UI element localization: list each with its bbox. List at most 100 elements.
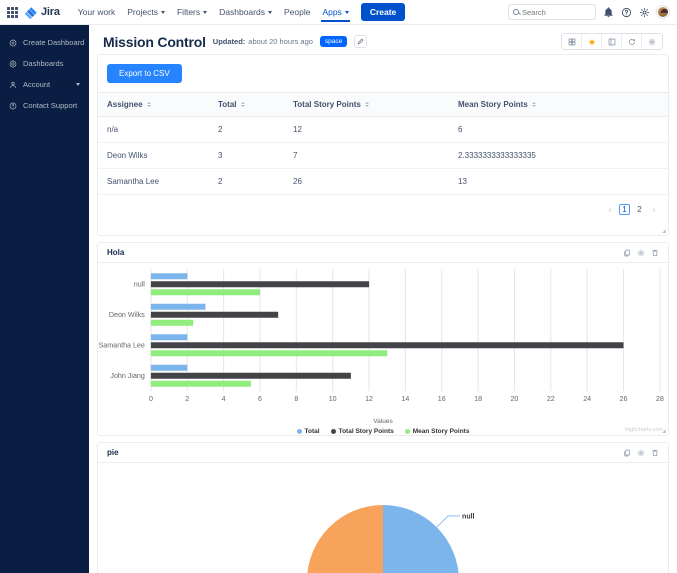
bar — [150, 281, 370, 288]
notifications-bell-icon[interactable] — [603, 6, 614, 18]
bar-chart-legend: Total Total Story Points Mean Story Poin… — [98, 425, 668, 435]
duplicate-icon[interactable] — [623, 449, 631, 457]
pie-slice — [383, 505, 459, 573]
export-to-csv-button[interactable]: Export to CSV — [107, 64, 182, 83]
resize-handle[interactable] — [661, 428, 666, 433]
cell-total-story-points: 26 — [293, 168, 458, 195]
dashboard-action-buttons — [561, 33, 663, 50]
pie-chart-svg: nullJohn Jiang — [307, 505, 475, 573]
panel-button[interactable] — [602, 34, 622, 49]
updated-label: Updated: — [212, 37, 246, 46]
updated-value: about 20 hours ago — [248, 37, 313, 46]
gear-icon[interactable] — [637, 249, 645, 257]
nav-label: Projects — [127, 7, 158, 17]
sidebar-item-dashboards[interactable]: Dashboards — [0, 53, 89, 74]
pie-label-connector — [436, 515, 461, 528]
x-axis-tick: 12 — [365, 396, 373, 403]
cell-total-story-points: 7 — [293, 142, 458, 169]
settings-gear-icon[interactable] — [639, 7, 650, 18]
column-header-mean-story-points[interactable]: Mean Story Points — [458, 92, 668, 117]
x-axis-tick: 14 — [401, 396, 409, 403]
x-axis-tick: 8 — [294, 396, 298, 403]
sidebar-item-create-dashboard[interactable]: Create Dashboard — [0, 32, 89, 53]
refresh-button[interactable] — [622, 34, 642, 49]
cell-total: 3 — [218, 142, 293, 169]
column-header-assignee[interactable]: Assignee — [98, 92, 218, 117]
table-row: Deon Wilks 3 7 2.3333333333333335 — [98, 142, 668, 169]
pie-slice — [307, 505, 383, 573]
nav-item-your-work[interactable]: Your work — [72, 3, 121, 21]
pie-chart-widget: pie nullJohn Jiang — [97, 442, 669, 573]
pagination-page-1[interactable]: 1 — [619, 204, 630, 215]
chevron-down-icon — [344, 10, 349, 14]
cell-total: 2 — [218, 168, 293, 195]
pie-widget-title: pie — [107, 448, 119, 457]
gear-icon[interactable] — [637, 449, 645, 457]
pie-widget-actions — [623, 449, 659, 457]
panel-icon — [608, 38, 615, 45]
pagination-next[interactable]: › — [652, 205, 656, 214]
trash-icon[interactable] — [651, 449, 659, 457]
search-box[interactable] — [508, 4, 596, 20]
nav-item-filters[interactable]: Filters — [171, 3, 213, 21]
create-button[interactable]: Create — [360, 3, 406, 21]
x-axis-tick: 16 — [438, 396, 446, 403]
cell-assignee: Deon Wilks — [98, 142, 218, 169]
table-row: Samantha Lee 2 26 13 — [98, 168, 668, 195]
chevron-down-icon[interactable] — [76, 83, 80, 86]
user-avatar[interactable] — [657, 6, 669, 18]
search-input[interactable] — [522, 7, 591, 17]
sidebar-item-account[interactable]: Account — [0, 74, 89, 95]
legend-item-mean-story-points[interactable]: Mean Story Points — [404, 428, 469, 435]
table-head: Assignee Total Total Story Points M — [98, 92, 668, 117]
bar — [150, 303, 206, 310]
search-icon — [513, 9, 519, 15]
pagination-page-2[interactable]: 2 — [637, 205, 642, 214]
layout-button[interactable] — [562, 34, 582, 49]
bar — [150, 319, 194, 326]
page-title: Mission Control — [103, 33, 206, 50]
x-axis-tick: 28 — [656, 396, 664, 403]
trash-icon[interactable] — [651, 249, 659, 257]
nav-label: Your work — [77, 7, 116, 17]
bar — [150, 364, 188, 371]
sidebar-item-label: Account — [23, 80, 51, 89]
cell-mean-story-points: 6 — [458, 116, 668, 143]
help-icon[interactable] — [621, 7, 632, 18]
column-header-total[interactable]: Total — [218, 92, 293, 117]
legend-item-total[interactable]: Total — [296, 428, 320, 435]
highcharts-credit[interactable]: Highcharts.com — [624, 427, 663, 433]
y-axis-category-label: null — [134, 282, 146, 289]
refresh-icon — [628, 38, 635, 45]
legend-item-total-story-points[interactable]: Total Story Points — [330, 428, 394, 435]
column-label: Total — [218, 100, 237, 109]
column-header-total-story-points[interactable]: Total Story Points — [293, 92, 458, 117]
nav-item-apps[interactable]: Apps — [316, 3, 354, 22]
space-badge[interactable]: space — [319, 36, 348, 47]
sidebar: Create Dashboard Dashboards Account Cont… — [0, 25, 89, 573]
table-body: n/a 2 12 6 Deon Wilks 3 7 2.333333333333… — [98, 116, 668, 195]
resize-handle[interactable] — [661, 228, 666, 233]
y-axis-category-label: Deon Wilks — [109, 312, 145, 319]
chevron-down-icon — [203, 10, 208, 14]
app-switcher-icon[interactable] — [6, 6, 19, 19]
jira-logo[interactable]: Jira — [25, 6, 60, 19]
favorite-button[interactable] — [582, 34, 602, 49]
person-icon — [9, 81, 17, 89]
table-widget: Export to CSV Assignee Total — [97, 54, 669, 236]
nav-item-projects[interactable]: Projects — [121, 3, 171, 21]
pie-slice-label: null — [462, 513, 474, 520]
pagination-prev[interactable]: ‹ — [608, 205, 612, 214]
gear-icon — [648, 38, 656, 45]
x-axis-tick: 26 — [620, 396, 628, 403]
jira-wordmark: Jira — [41, 6, 60, 18]
sidebar-item-contact-support[interactable]: Contact Support — [0, 95, 89, 116]
edit-dashboard-button[interactable] — [354, 35, 368, 48]
top-navigation-bar: Jira Your work Projects Filters Dashboar… — [0, 0, 677, 25]
settings-button[interactable] — [642, 34, 662, 49]
page-header: Mission Control Updated: about 20 hours … — [97, 25, 669, 54]
nav-item-dashboards[interactable]: Dashboards — [213, 3, 278, 21]
duplicate-icon[interactable] — [623, 249, 631, 257]
nav-item-people[interactable]: People — [278, 3, 316, 21]
bar-chart-widget: Hola 0 2 4 6 8 10 12 14 16 18 20 22 24 26 28 null Deon W… — [97, 242, 669, 436]
